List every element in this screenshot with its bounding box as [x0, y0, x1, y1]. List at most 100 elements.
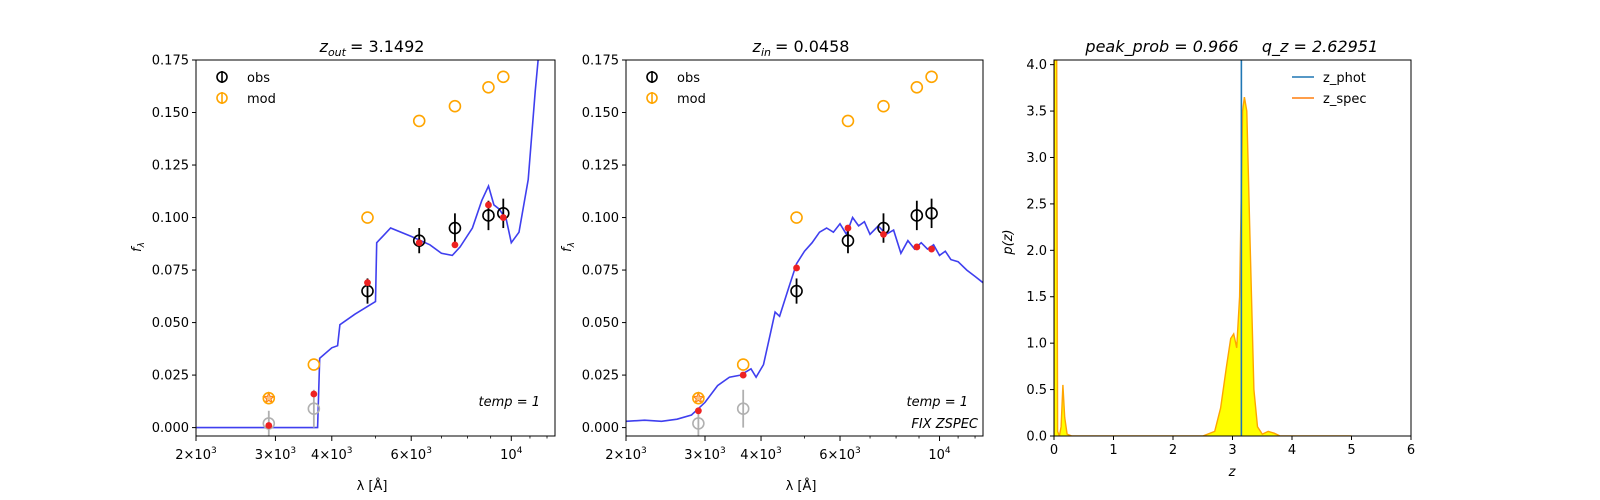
panel2-mod-point	[692, 391, 705, 405]
panel1-ytick-label: 0.050	[152, 316, 189, 331]
panel3-pz-fill	[1054, 60, 1352, 436]
panel1-mod-point	[412, 114, 426, 128]
panel-zin-annotation-temp: temp = 1	[907, 395, 968, 410]
panel1-mod-point	[307, 358, 321, 371]
panel2-mod-point	[910, 81, 924, 94]
panel2-model-flux-point	[793, 264, 800, 272]
panel-zin-annotation-fixzspec: FIX ZSPEC	[911, 417, 979, 432]
panel-pz-title-qz: q_z = 2.62951	[1262, 37, 1378, 57]
panel2-obs-point	[925, 207, 938, 220]
panel-pz-ylabel: p(z)	[1001, 229, 1016, 255]
panel2-model-flux-point	[844, 224, 852, 232]
panel3-ytick-label: 3.5	[1026, 105, 1047, 120]
panel1-model-sed-line	[196, 60, 539, 429]
panel2-faint-obs-point	[692, 417, 705, 430]
panel2-ytick-label: 0.025	[582, 369, 619, 384]
panel2-ytick-label: 0.125	[582, 159, 619, 174]
panel1-xtick-label: 2×103	[175, 446, 216, 463]
panel2-mod-point	[925, 70, 938, 84]
panel1-legend-marker-mod	[216, 92, 228, 104]
panel2-xtick-label: 4×103	[740, 446, 781, 463]
panel1-mod-point	[361, 211, 374, 224]
panel3-legend-label-z_spec: z_spec	[1323, 92, 1367, 107]
panel1-mod-point	[448, 99, 462, 113]
panel2-model-flux-point	[880, 230, 887, 238]
panel3-xtick-label: 0	[1050, 443, 1058, 458]
panel-zout-ylabel: fλ	[130, 242, 147, 252]
panel3-ytick-label: 0.0	[1026, 430, 1047, 445]
panel1-legend-marker-obs	[216, 71, 228, 83]
panel2-ytick-label: 0.175	[582, 54, 619, 69]
panel2-obs-point	[790, 284, 803, 298]
panel3-ytick-label: 2.5	[1026, 197, 1047, 212]
panel2-model-sed-line	[626, 215, 983, 423]
panel1-xtick-label: 6×103	[390, 446, 431, 463]
panel2-xtick-label: 2×103	[605, 446, 646, 463]
panel3-legend-label-z_phot: z_phot	[1323, 71, 1366, 86]
panel3-ytick-label: 1.5	[1026, 290, 1047, 305]
panel1-faint-obs-point	[307, 402, 321, 415]
panel1-model-flux-point	[485, 201, 492, 209]
panel-zout: zout = 3.1492 λ [Å] fλ temp = 1 0.000 0.02…	[130, 37, 556, 494]
panel1-xtick-label: 4×103	[311, 446, 352, 463]
panel1-ytick-label: 0.000	[152, 421, 189, 436]
panel1-ytick-label: 0.100	[152, 211, 189, 226]
panel3-ytick-label: 1.0	[1026, 337, 1047, 352]
panel2-obs-point	[910, 209, 924, 222]
panel1-xtick-label: 3×103	[255, 446, 296, 463]
panel1-model-flux-point	[415, 239, 423, 247]
panel2-model-flux-point	[694, 407, 702, 415]
panel1-mod-point	[496, 70, 510, 84]
panel3-xtick-label: 2	[1169, 443, 1177, 458]
panel1-model-flux-point	[310, 390, 318, 398]
panel-pz-xlabel: z	[1228, 465, 1237, 480]
panel3-xtick-label: 6	[1407, 443, 1415, 458]
panel1-model-flux-point	[364, 279, 371, 287]
panel2-xtick-label: 6×103	[819, 446, 860, 463]
panel2-legend-label-mod: mod	[677, 92, 706, 107]
panel2-legend-label-obs: obs	[677, 71, 700, 86]
panel2-xtick-label: 3×103	[684, 446, 725, 463]
panel3-xtick-label: 1	[1109, 443, 1117, 458]
panel1-ytick-label: 0.075	[152, 264, 189, 279]
panel-zin-xlabel: λ [Å]	[786, 478, 817, 494]
panel2-model-flux-point	[913, 243, 921, 251]
panel2-obs-point	[841, 234, 855, 247]
panel1-legend-label-mod: mod	[247, 92, 276, 107]
panel2-ytick-label: 0.050	[582, 316, 619, 331]
panel3-ytick-label: 0.5	[1026, 383, 1047, 398]
panel-zout-xlabel: λ [Å]	[357, 478, 388, 494]
panel2-faint-obs-point	[736, 402, 750, 415]
panel1-axes-frame	[195, 59, 556, 437]
panel2-ytick-label: 0.075	[582, 264, 619, 279]
panel-zin: zin = 0.0458 λ [Å] fλ temp = 1 FIX ZSPEC …	[560, 37, 984, 494]
panel1-obs-point	[448, 221, 462, 235]
panel-pz-title-peakprob: peak_prob = 0.966	[1084, 37, 1238, 57]
panel2-xtick-label: 104	[928, 446, 951, 463]
panel1-legend-label-obs: obs	[247, 71, 270, 86]
panel2-mod-point	[877, 99, 890, 113]
panel2-model-flux-point	[928, 245, 935, 253]
panel1-mod-point	[482, 81, 495, 94]
panel-zin-ylabel: fλ	[560, 242, 577, 252]
panel-pz: peak_prob = 0.966 q_z = 2.62951 z p(z) 0…	[1001, 37, 1415, 480]
panel2-mod-point	[841, 114, 855, 128]
panel1-model-flux-point	[499, 214, 507, 221]
panel1-ytick-label: 0.125	[152, 159, 189, 174]
panel3-xtick-label: 4	[1288, 443, 1296, 458]
panel1-ytick-label: 0.150	[152, 106, 189, 121]
panel3-ytick-label: 2.0	[1026, 244, 1047, 259]
panel3-ytick-label: 3.0	[1026, 151, 1047, 166]
panel2-legend-marker-mod	[646, 92, 658, 104]
panel3-xtick-label: 3	[1228, 443, 1236, 458]
panel1-xtick-label: 104	[500, 446, 523, 463]
panel1-model-flux-point	[265, 422, 273, 429]
panel2-ytick-label: 0.100	[582, 211, 619, 226]
panel2-legend-marker-obs	[646, 71, 658, 83]
panel1-upper-limit-star	[262, 391, 276, 404]
panel2-upper-limit-star	[691, 391, 705, 404]
panel3-ytick-label: 4.0	[1026, 58, 1047, 73]
panel-zout-title: zout = 3.1492	[319, 37, 425, 59]
panel1-ytick-label: 0.175	[152, 54, 189, 69]
